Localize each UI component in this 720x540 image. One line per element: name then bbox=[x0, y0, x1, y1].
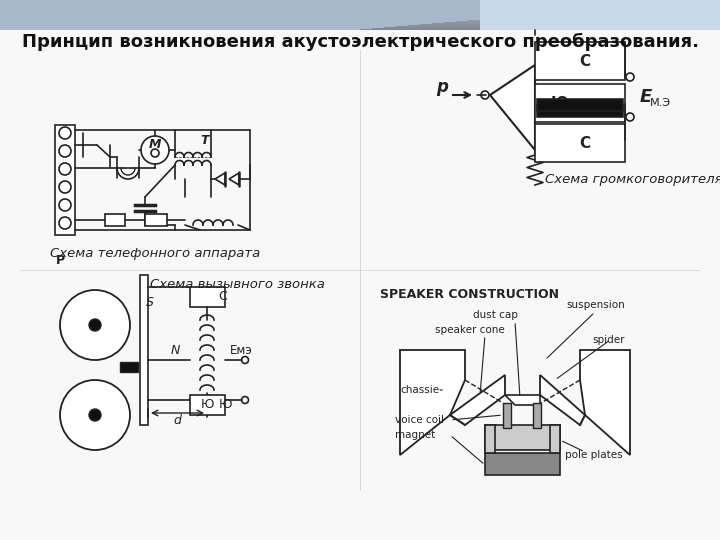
Text: Т: Т bbox=[201, 133, 210, 146]
Circle shape bbox=[59, 181, 71, 193]
Bar bbox=[611, 8, 720, 9]
Circle shape bbox=[59, 217, 71, 229]
Bar bbox=[444, 22, 720, 23]
Text: С: С bbox=[580, 53, 590, 69]
Bar bbox=[492, 18, 720, 19]
Circle shape bbox=[59, 199, 71, 211]
Bar bbox=[636, 6, 720, 7]
Bar bbox=[55, 125, 75, 235]
Bar bbox=[533, 403, 541, 428]
Polygon shape bbox=[580, 350, 630, 455]
Text: spider: spider bbox=[593, 335, 625, 345]
Bar bbox=[708, 0, 720, 1]
Bar bbox=[660, 4, 720, 5]
Text: р: р bbox=[436, 78, 448, 96]
Text: Принцип возникновения акустоэлектрического преобразования.: Принцип возникновения акустоэлектрическо… bbox=[22, 33, 698, 51]
Bar bbox=[588, 10, 720, 11]
Bar bbox=[537, 99, 623, 111]
Circle shape bbox=[59, 127, 71, 139]
Circle shape bbox=[60, 290, 130, 360]
Bar bbox=[120, 362, 138, 372]
Bar bbox=[396, 26, 720, 27]
Polygon shape bbox=[540, 375, 585, 425]
Bar bbox=[672, 3, 720, 4]
Bar bbox=[105, 214, 125, 226]
Text: N: N bbox=[171, 343, 180, 356]
Text: magnet: magnet bbox=[395, 430, 436, 440]
Polygon shape bbox=[400, 350, 465, 455]
Bar bbox=[408, 25, 720, 26]
Text: Ю: Ю bbox=[551, 96, 569, 111]
Text: Схема телефонного аппарата: Схема телефонного аппарата bbox=[50, 246, 260, 260]
Bar bbox=[696, 1, 720, 2]
Circle shape bbox=[141, 136, 169, 164]
Bar bbox=[624, 7, 720, 8]
Bar bbox=[528, 15, 720, 16]
Bar bbox=[550, 425, 560, 453]
Text: М: М bbox=[149, 138, 161, 152]
Bar bbox=[600, 9, 720, 10]
Bar bbox=[190, 287, 225, 307]
Text: Р: Р bbox=[55, 253, 65, 267]
Text: Схема громкоговорителя: Схема громкоговорителя bbox=[545, 173, 720, 186]
Bar bbox=[552, 13, 720, 14]
Bar bbox=[540, 14, 720, 15]
Bar bbox=[535, 42, 625, 80]
Bar bbox=[564, 12, 720, 13]
Bar bbox=[537, 105, 623, 117]
Bar bbox=[684, 2, 720, 3]
Bar bbox=[480, 19, 720, 20]
Text: Ю: Ю bbox=[200, 399, 214, 411]
Circle shape bbox=[59, 145, 71, 157]
Bar bbox=[468, 20, 720, 21]
Bar bbox=[576, 11, 720, 12]
Bar bbox=[535, 84, 625, 122]
Text: chassie: chassie bbox=[400, 385, 439, 395]
Text: С: С bbox=[580, 136, 590, 151]
Text: speaker cone: speaker cone bbox=[435, 325, 505, 335]
Bar bbox=[372, 28, 720, 29]
Bar bbox=[360, 29, 720, 30]
Bar bbox=[456, 21, 720, 22]
Bar bbox=[485, 453, 560, 475]
Circle shape bbox=[89, 409, 101, 421]
Text: SPEAKER CONSTRUCTION: SPEAKER CONSTRUCTION bbox=[380, 287, 559, 300]
Bar bbox=[190, 395, 225, 415]
Polygon shape bbox=[490, 65, 535, 150]
Circle shape bbox=[89, 319, 101, 331]
Bar bbox=[432, 23, 720, 24]
Text: dust cap: dust cap bbox=[472, 310, 518, 320]
Text: d: d bbox=[173, 415, 181, 428]
Bar bbox=[145, 214, 167, 226]
Bar bbox=[504, 17, 720, 18]
Circle shape bbox=[59, 163, 71, 175]
Circle shape bbox=[60, 380, 130, 450]
Bar bbox=[516, 16, 720, 17]
Text: voice coil: voice coil bbox=[395, 415, 444, 425]
Polygon shape bbox=[450, 375, 505, 425]
Text: М.Э: М.Э bbox=[650, 98, 671, 108]
Bar bbox=[648, 5, 720, 6]
Bar bbox=[420, 24, 720, 25]
Text: S: S bbox=[146, 295, 154, 308]
Text: pole plates: pole plates bbox=[565, 450, 623, 460]
Text: Е: Е bbox=[640, 88, 652, 106]
Text: Ю: Ю bbox=[218, 399, 232, 411]
Bar bbox=[140, 275, 148, 425]
Bar bbox=[535, 124, 625, 162]
Bar bbox=[485, 425, 560, 450]
Text: Схема вызывного звонка: Схема вызывного звонка bbox=[150, 279, 325, 292]
Bar bbox=[503, 403, 511, 428]
Bar bbox=[480, 0, 720, 30]
Text: Емэ: Емэ bbox=[230, 343, 253, 356]
Bar bbox=[485, 425, 495, 453]
Text: suspension: suspension bbox=[566, 300, 625, 310]
Text: C: C bbox=[219, 291, 228, 303]
Bar bbox=[384, 27, 720, 28]
Bar bbox=[0, 0, 720, 30]
Polygon shape bbox=[505, 395, 540, 405]
